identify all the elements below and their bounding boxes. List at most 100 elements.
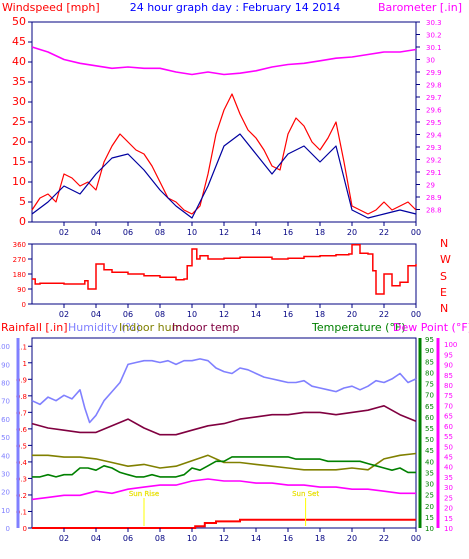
humidity-y-tick-label: 80	[1, 380, 10, 388]
humidity-y-tick-label: 20	[1, 489, 10, 497]
sunset-label: Sun Set	[292, 490, 319, 498]
dew-y-tick-label: 100	[444, 341, 457, 349]
x-tick-label-direction: 18	[315, 310, 325, 319]
humidity-y-tick-label: 50	[1, 434, 10, 442]
baro-y-tick-label: 29.1	[426, 169, 442, 177]
baro-y-tick-label: 29.6	[426, 107, 442, 115]
temperature-y-tick-label: 20	[425, 503, 434, 511]
temperature-y-tick-label: 90	[425, 347, 434, 355]
temperature-y-tick-label: 25	[425, 492, 434, 500]
humidity-line	[31, 358, 417, 424]
x-tick-label-climate: 16	[283, 534, 293, 543]
wind-y-tick-label: 50	[12, 15, 26, 28]
x-tick-label-direction: 00	[411, 310, 421, 319]
baro-y-tick-label: 30.2	[426, 32, 442, 40]
direction-label-n-bottom: N	[440, 302, 448, 315]
x-tick-label-climate: 00	[411, 534, 421, 543]
wind-y-tick-label: 45	[12, 35, 26, 48]
baro-y-tick-label: 29.5	[426, 119, 442, 127]
rainfall-axis-label: Rainfall [.in]	[1, 321, 68, 334]
temperature-y-tick-label: 95	[425, 336, 434, 344]
rain-y-tick-label: 0.1	[16, 508, 27, 516]
windspeed-line	[31, 93, 417, 215]
temperature-y-tick-label: 65	[425, 403, 434, 411]
x-tick-label-climate: 08	[155, 534, 165, 543]
temperature-y-tick-label: 35	[425, 469, 434, 477]
temperature-y-tick-label: 75	[425, 381, 434, 389]
barometer-axis-label: Barometer [.in]	[378, 1, 462, 14]
x-tick-label-climate: 10	[187, 534, 197, 543]
x-tick-label-climate: 02	[59, 534, 69, 543]
wind-y-tick-label: 25	[12, 115, 26, 128]
wind-y-tick-label: 0	[19, 215, 26, 228]
dew-y-tick-label: 55	[444, 433, 453, 441]
dew-y-tick-label: 35	[444, 474, 453, 482]
x-tick-label-climate: 20	[347, 534, 357, 543]
x-tick-label-direction: 10	[187, 310, 197, 319]
x-tick-label-direction: 14	[251, 310, 261, 319]
x-tick-label-climate: 18	[315, 534, 325, 543]
dew-y-tick-label: 40	[444, 464, 453, 472]
dew-y-tick-label: 20	[444, 505, 453, 513]
x-tick-label-climate: 14	[251, 534, 261, 543]
temperature-y-tick-label: 85	[425, 358, 434, 366]
x-tick-label-climate: 22	[379, 534, 389, 543]
indoor-hum-axis-label: Indoor hum	[119, 321, 182, 334]
temperature-y-tick-label: 80	[425, 369, 434, 377]
temperature-y-tick-label: 55	[425, 425, 434, 433]
temperature-axis-label: Temperature (°F)	[311, 321, 406, 334]
humidity-y-tick-label: 40	[1, 452, 10, 460]
humidity-axis-label: Humidity (%)	[68, 321, 140, 334]
chart-marks: 0510152025303540455028.828.92929.129.229…	[0, 15, 457, 543]
x-tick-label-direction: 20	[347, 310, 357, 319]
dew-y-tick-label: 30	[444, 484, 453, 492]
x-tick-label-direction: 12	[219, 310, 229, 319]
x-tick-label-direction: 16	[283, 310, 293, 319]
dew-y-tick-label: 70	[444, 402, 453, 410]
temperature-y-tick-label: 60	[425, 414, 434, 422]
temperature-line	[32, 456, 416, 478]
humidity-y-tick-label: 60	[1, 416, 10, 424]
humidity-y-tick-label: 30	[1, 470, 10, 478]
x-tick-label-climate: 12	[219, 534, 229, 543]
temperature-y-tick-label: 30	[425, 481, 434, 489]
baro-y-tick-label: 30.3	[426, 19, 442, 27]
x-tick-label-wind: 18	[315, 228, 325, 237]
baro-y-tick-label: 29.7	[426, 94, 442, 102]
x-tick-label-direction: 08	[155, 310, 165, 319]
dew-y-tick-label: 25	[444, 494, 453, 502]
baro-y-tick-label: 28.9	[426, 194, 442, 202]
temperature-y-tick-label: 50	[425, 436, 434, 444]
direction-label-e: E	[440, 286, 447, 299]
direction-y-tick-label: 270	[13, 256, 26, 264]
baro-y-tick-label: 29.9	[426, 69, 442, 77]
rain-y-tick-label: 0.6	[16, 426, 28, 434]
baro-y-tick-label: 28.8	[426, 207, 442, 215]
wind-y-tick-label: 40	[12, 55, 26, 68]
direction-label-w: W	[440, 253, 451, 266]
x-tick-label-direction: 06	[123, 310, 133, 319]
temperature-y-tick-label: 10	[425, 525, 434, 533]
rain-y-tick-label: 0.2	[16, 492, 27, 500]
temperature-y-tick-label: 45	[425, 447, 434, 455]
dew-y-tick-label: 45	[444, 453, 453, 461]
dew-y-tick-label: 15	[444, 515, 453, 523]
temperature-y-tick-label: 70	[425, 392, 434, 400]
rain-y-tick-label: 0.5	[16, 442, 27, 450]
rain-y-tick-label: 0.9	[16, 376, 27, 384]
wind-y-tick-label: 10	[12, 175, 26, 188]
x-tick-label-wind: 00	[411, 228, 421, 237]
sunrise-label: Sun Rise	[129, 490, 159, 498]
indoor-temp-axis-label: Indoor temp	[172, 321, 239, 334]
rain-y-tick-label: 0	[23, 525, 27, 533]
x-tick-label-direction: 22	[379, 310, 389, 319]
baro-y-tick-label: 29	[426, 182, 435, 190]
wind-y-tick-label: 30	[12, 95, 26, 108]
x-tick-label-wind: 02	[59, 228, 69, 237]
dew-y-tick-label: 10	[444, 525, 453, 533]
windspeed-axis-label: Windspeed [mph]	[2, 1, 100, 14]
wind-y-tick-label: 15	[12, 155, 26, 168]
x-tick-label-climate: 06	[123, 534, 133, 543]
humidity-y-tick-label: 100	[0, 343, 10, 351]
wind-y-tick-label: 5	[19, 195, 26, 208]
